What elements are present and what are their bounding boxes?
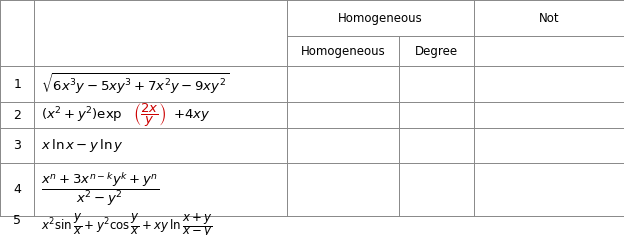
Text: 3: 3 — [13, 139, 21, 152]
Text: $\dfrac{x^n+3x^{n-k}y^k+y^n}{x^2-y^2}$: $\dfrac{x^n+3x^{n-k}y^k+y^n}{x^2-y^2}$ — [41, 171, 158, 208]
Text: 4: 4 — [13, 183, 21, 196]
Text: Homogeneous: Homogeneous — [301, 45, 386, 58]
Text: $\left(\dfrac{2x}{y}\right)$: $\left(\dfrac{2x}{y}\right)$ — [133, 102, 166, 129]
Text: 2: 2 — [13, 109, 21, 122]
Text: 5: 5 — [13, 214, 21, 227]
Text: 1: 1 — [13, 78, 21, 90]
Text: Not: Not — [539, 12, 560, 25]
Text: $x\,\ln x - y\,\ln y$: $x\,\ln x - y\,\ln y$ — [41, 137, 124, 154]
Text: Degree: Degree — [415, 45, 459, 58]
Text: $x^2\sin\dfrac{y}{x}+y^2\cos\dfrac{y}{x}+xy\,\ln\dfrac{x+y}{x-y}$: $x^2\sin\dfrac{y}{x}+y^2\cos\dfrac{y}{x}… — [41, 211, 212, 235]
Text: $+4xy$: $+4xy$ — [173, 107, 211, 123]
Text: $(x^2+y^2)\mathrm{exp}$: $(x^2+y^2)\mathrm{exp}$ — [41, 105, 122, 125]
Text: Homogeneous: Homogeneous — [338, 12, 423, 25]
Text: $\sqrt{6x^3y-5xy^3+7x^2y-9xy^2}$: $\sqrt{6x^3y-5xy^3+7x^2y-9xy^2}$ — [41, 72, 228, 96]
